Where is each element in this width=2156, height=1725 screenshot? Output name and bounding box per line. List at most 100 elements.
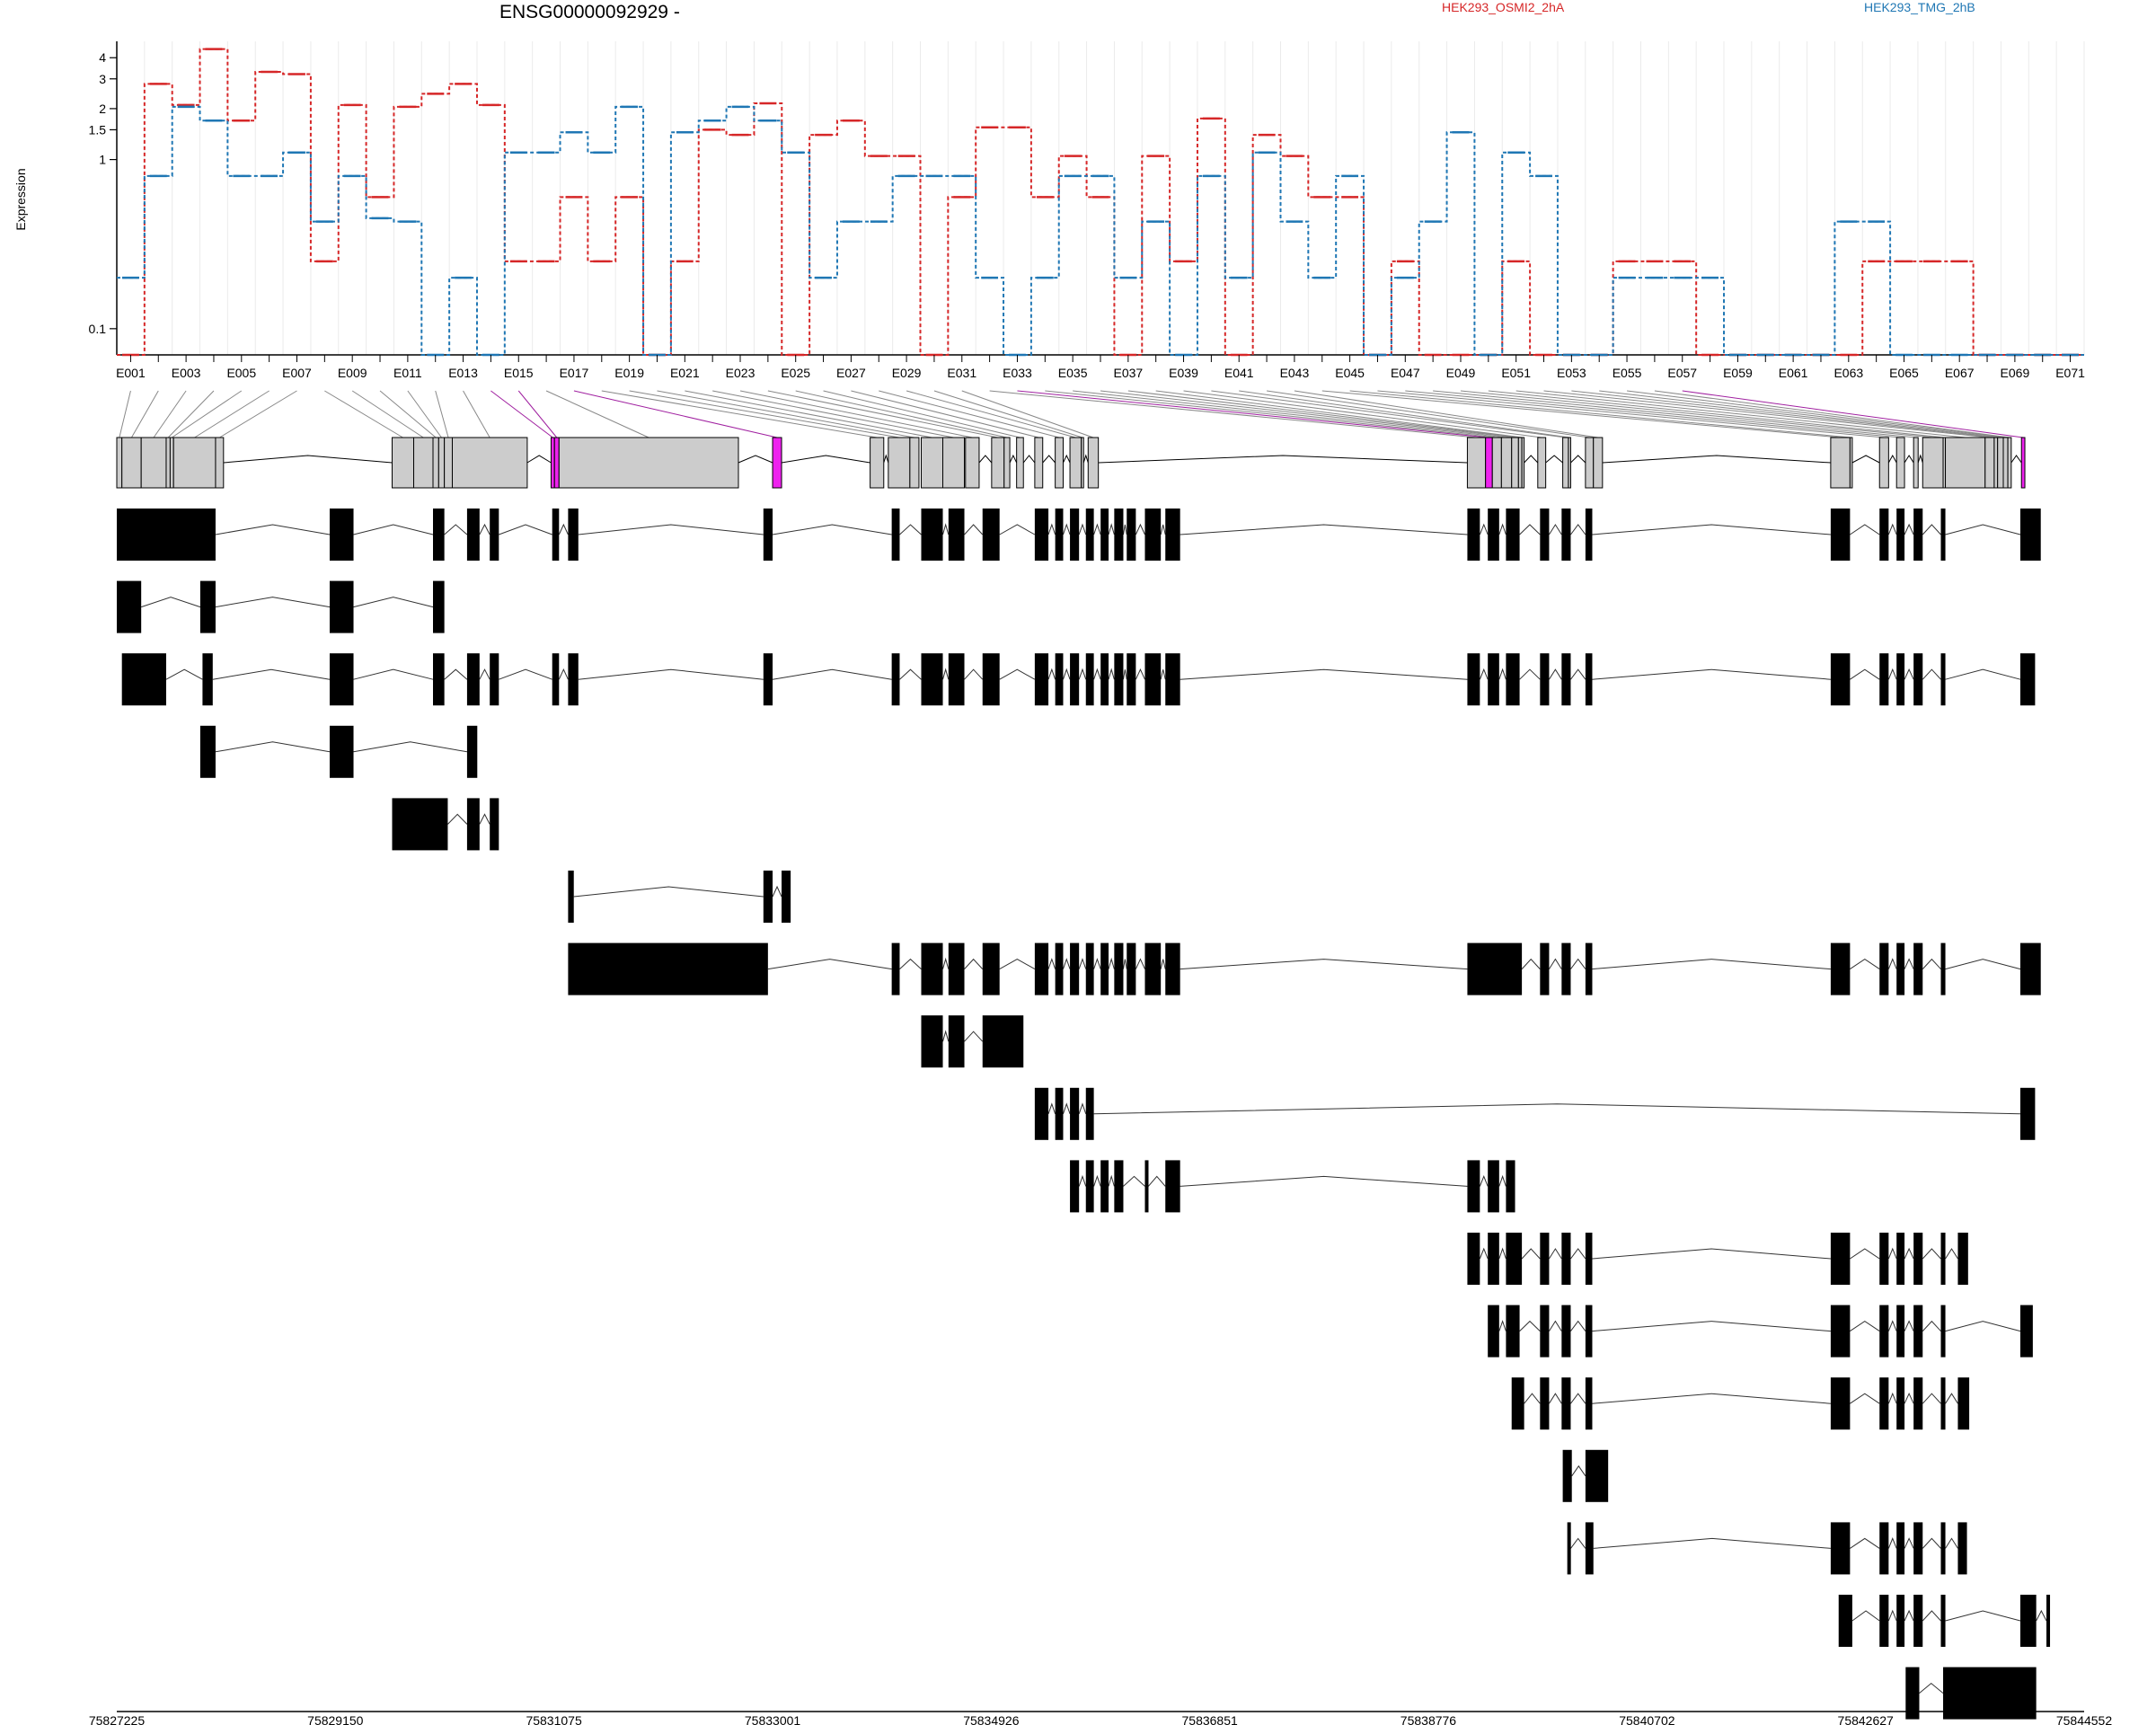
intron-line [353, 597, 434, 608]
connector [1017, 390, 1489, 438]
intron-line [1593, 1537, 1831, 1549]
transcript-1 [117, 509, 2041, 561]
x-tick-label: E003 [172, 366, 201, 380]
transcript-exon [1561, 653, 1571, 706]
x-tick-label: E053 [1557, 366, 1586, 380]
intron-line [1498, 1174, 1507, 1187]
connector [712, 390, 954, 438]
intron-line [1135, 523, 1145, 535]
transcript-exon [1034, 1087, 1049, 1140]
intron-line [1122, 669, 1127, 680]
exon-box [1491, 437, 1502, 489]
intron-line [1160, 669, 1166, 680]
exon-box [1593, 437, 1604, 489]
exon-box [392, 437, 415, 489]
exon-box [1585, 437, 1595, 489]
transcript-exon [1070, 942, 1080, 995]
transcript-exon [199, 580, 216, 633]
x-tick-label: E065 [1889, 366, 1919, 380]
exon-box [169, 437, 174, 489]
intron-line [942, 957, 950, 969]
transcript-exon [948, 942, 965, 995]
exon-box [1922, 437, 1944, 489]
y-tick-label: 0.1 [89, 322, 107, 336]
intron-line [353, 741, 468, 753]
transcript-exon [1879, 653, 1889, 706]
exon-box [165, 437, 171, 489]
transcript-exon [1100, 653, 1109, 706]
intron-line [772, 524, 892, 535]
exon-box [1517, 437, 1523, 489]
transcript-exon [1879, 1233, 1889, 1285]
exon-box [1945, 437, 1986, 489]
exon-box [121, 437, 142, 489]
intron-line [942, 523, 950, 535]
intron-line [526, 455, 552, 464]
genomic-tick-label: 75831075 [526, 1713, 582, 1725]
transcript-exon [1913, 509, 1923, 561]
connector [1211, 390, 1566, 438]
transcript-exon [1561, 1233, 1571, 1285]
transcript-exon [1585, 1522, 1594, 1575]
transcript-exon [1561, 942, 1571, 995]
intron-line [1135, 668, 1145, 680]
intron-line [1571, 1464, 1586, 1477]
transcript-exon [1896, 1377, 1905, 1430]
intron-line [479, 813, 490, 825]
intron-line [1904, 958, 1914, 969]
transcript-exon [1913, 1595, 1923, 1647]
exon-box [1993, 437, 1999, 489]
intron-line [1078, 668, 1087, 680]
transcript-exon [1585, 653, 1593, 706]
intron-line [479, 668, 490, 680]
intron-line [1904, 1247, 1914, 1260]
connector [933, 390, 1083, 438]
exon-box [1016, 437, 1024, 489]
intron-line [1570, 455, 1586, 464]
exon-box [1485, 437, 1493, 489]
intron-line [578, 668, 764, 680]
connector [1294, 390, 1598, 438]
intron-line [1545, 455, 1563, 464]
exon-box [140, 437, 167, 489]
intron-line [1519, 524, 1541, 535]
intron-line [1887, 1247, 1897, 1260]
transcript-exon [1540, 509, 1550, 561]
connector [961, 390, 1094, 438]
transcript-exon [1896, 1522, 1905, 1575]
transcript-exon [782, 871, 791, 923]
intron-line [1524, 455, 1539, 464]
exon-box [1562, 437, 1569, 489]
transcript-11 [1467, 1233, 1968, 1285]
transcript-exon [1561, 509, 1571, 561]
transcript-exon [1055, 942, 1064, 995]
genomic-tick-label: 75838776 [1401, 1713, 1457, 1725]
exon-box [172, 437, 216, 489]
intron-line [1850, 1320, 1880, 1332]
transcript-exon [1940, 1377, 1946, 1430]
intron-line [1549, 958, 1562, 969]
transcript-exon [117, 509, 216, 561]
transcript-exon [1055, 653, 1064, 706]
intron-line [573, 886, 764, 898]
intron-line [1570, 1393, 1586, 1404]
genomic-tick-label: 75834926 [963, 1713, 1020, 1725]
transcript-exon [2019, 1087, 2036, 1140]
transcript-exon [490, 509, 499, 561]
transcript-exon [1511, 1377, 1524, 1430]
transcript-exon [329, 653, 354, 706]
exon-box [1069, 437, 1082, 489]
exon-connectors [119, 390, 2024, 438]
connector [379, 390, 437, 438]
transcript-exon [490, 653, 499, 706]
exon-box [1003, 437, 1011, 489]
intron-line [1093, 1103, 2020, 1115]
transcript-exon [1940, 1595, 1946, 1647]
transcript-exon [1165, 942, 1180, 995]
transcript-4 [199, 725, 478, 778]
transcript-exon [1585, 509, 1593, 561]
transcript-exon [891, 653, 900, 706]
intron-line [1093, 958, 1101, 969]
transcript-exon [763, 509, 773, 561]
intron-line [1521, 958, 1541, 969]
